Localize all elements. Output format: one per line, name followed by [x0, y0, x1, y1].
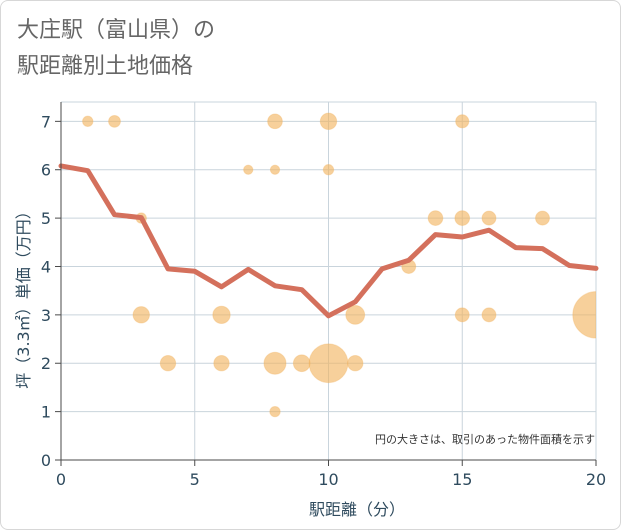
y-tick-label: 4 — [41, 257, 51, 276]
bubble-point — [292, 354, 311, 373]
bubble-point — [427, 210, 444, 226]
x-tick-label: 15 — [452, 470, 472, 489]
bubble-point — [308, 343, 349, 384]
y-tick-label: 7 — [41, 112, 51, 131]
y-axis-label: 坪（3.3㎡）単価（万円） — [14, 203, 33, 388]
bubble-point — [322, 164, 335, 176]
bubble-size-note: 円の大きさは、取引のあった物件面積を示す — [375, 432, 595, 446]
y-tick-label: 6 — [41, 161, 51, 180]
bubble-series — [82, 112, 596, 418]
x-tick-label: 0 — [56, 470, 66, 489]
y-tick-label: 3 — [41, 306, 51, 325]
bubble-point — [572, 291, 596, 339]
x-tick-label: 10 — [318, 470, 338, 489]
bubble-point — [212, 305, 231, 325]
y-tick-label: 2 — [41, 354, 51, 373]
bubble-point — [263, 351, 287, 375]
grid-lines — [61, 101, 597, 460]
x-axis-label: 駅距離（分） — [309, 500, 405, 519]
bubble-point — [267, 113, 283, 130]
bubble-point — [535, 210, 550, 226]
y-tick-label: 1 — [41, 403, 51, 422]
bubble-point — [454, 307, 470, 323]
bubble-point — [269, 164, 281, 175]
bubble-point — [347, 355, 364, 372]
average-line-series — [58, 163, 599, 319]
chart-title: 大庄駅（富山県）の 駅距離別土地価格 — [17, 13, 215, 85]
bubble-point — [82, 115, 94, 128]
bubble-point — [108, 114, 121, 128]
axis-labels: 駅距離（分） 坪（3.3㎡）単価（万円） 円の大きさは、取引のあった物件面積を示… — [14, 203, 595, 519]
x-tick-label: 5 — [190, 470, 200, 489]
chart-title-line-2: 駅距離別土地価格 — [17, 54, 194, 79]
bubble-point — [269, 405, 281, 418]
x-tick-label: 20 — [586, 470, 606, 489]
bubble-point — [243, 164, 254, 175]
y-tick-label: 0 — [41, 451, 51, 470]
bubble-point — [455, 114, 470, 129]
bubble-point — [481, 210, 497, 226]
axes: 0 1 2 3 4 5 6 7 0 5 10 15 20 — [41, 102, 606, 489]
bubble-point — [481, 307, 497, 323]
bubble-point — [159, 355, 177, 372]
bubble-point — [319, 112, 338, 131]
bubble-point — [454, 210, 471, 226]
chart-title-line-1: 大庄駅（富山県）の — [17, 18, 216, 43]
bubble-point — [213, 355, 230, 372]
bubble-point — [132, 306, 150, 324]
y-tick-label: 5 — [41, 209, 51, 228]
bubble-point — [345, 304, 366, 325]
